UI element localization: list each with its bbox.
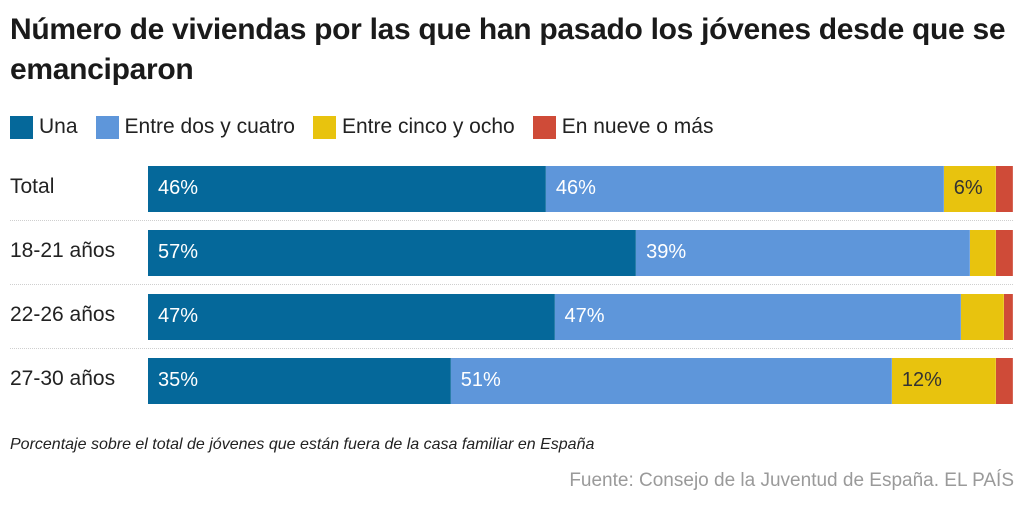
data-label: 47% — [158, 305, 199, 327]
data-label: 39% — [646, 241, 687, 263]
data-label: 51% — [460, 369, 501, 391]
bar-row: 27-30 años 35% 51% 12% — [0, 358, 1024, 404]
category-label: Total — [10, 175, 55, 198]
bar-segment: 35% — [148, 358, 451, 404]
legend-label: Entre cinco y ocho — [341, 115, 515, 138]
chart-note: Porcentaje sobre el total de jóvenes que… — [10, 436, 595, 453]
bar-segment — [995, 358, 1013, 404]
bar-segment: 47% — [148, 294, 555, 340]
bar-segment: 51% — [450, 358, 892, 404]
legend-label: En nueve o más — [561, 115, 714, 138]
legend-item: Entre dos y cuatro — [95, 115, 295, 139]
row-divider — [10, 220, 1013, 221]
bar-row: 18-21 años 57% 39% — [0, 230, 1024, 276]
bar-row: 22-26 años 47% 47% — [0, 294, 1024, 340]
legend-swatch — [10, 115, 33, 139]
legend-item: Una — [10, 115, 78, 139]
category-label: 18-21 años — [10, 239, 116, 262]
category-label: 27-30 años — [10, 367, 116, 390]
bar-segment: 6% — [943, 166, 996, 212]
stacked-bar: 35% 51% 12% — [148, 358, 1013, 404]
data-label: 6% — [953, 177, 983, 199]
legend: Una Entre dos y cuatro Entre cinco y ocho E… — [10, 115, 731, 139]
data-label: 46% — [555, 177, 596, 199]
stacked-bar: 46% 46% 6% — [148, 166, 1013, 212]
row-divider — [10, 348, 1013, 349]
legend-label: Una — [39, 115, 78, 138]
bar-segment — [961, 294, 1005, 340]
chart-title: Número de viviendas por las que han pasa… — [10, 13, 1006, 86]
bar-segment: 39% — [636, 230, 971, 276]
bar-segment: 12% — [891, 358, 996, 404]
bar-segment — [995, 166, 1013, 212]
bar-row: Total 46% 46% 6% — [0, 166, 1024, 212]
data-label: 12% — [901, 369, 942, 391]
data-label: 35% — [158, 369, 199, 391]
stacked-bar: 47% 47% — [148, 294, 1013, 340]
bar-segment: 46% — [148, 166, 546, 212]
data-label: 47% — [564, 305, 605, 327]
bar-segment: 47% — [554, 294, 962, 340]
bar-segment — [970, 230, 996, 276]
legend-label: Entre dos y cuatro — [124, 115, 295, 138]
legend-item: Entre cinco y ocho — [312, 115, 515, 139]
bar-segment — [1004, 294, 1013, 340]
source-credit: Fuente: Consejo de la Juventud de España… — [569, 470, 1014, 491]
data-label: 46% — [158, 177, 199, 199]
legend-swatch — [95, 115, 119, 139]
bar-segment: 46% — [545, 166, 944, 212]
data-label: 57% — [158, 241, 199, 263]
bar-segment — [995, 230, 1013, 276]
legend-swatch — [312, 115, 336, 139]
legend-item: En nueve o más — [532, 115, 714, 139]
category-label: 22-26 años — [10, 303, 116, 326]
stacked-bar: 57% 39% — [148, 230, 1013, 276]
row-divider — [10, 284, 1013, 285]
legend-swatch — [532, 115, 556, 139]
bar-segment: 57% — [148, 230, 637, 276]
